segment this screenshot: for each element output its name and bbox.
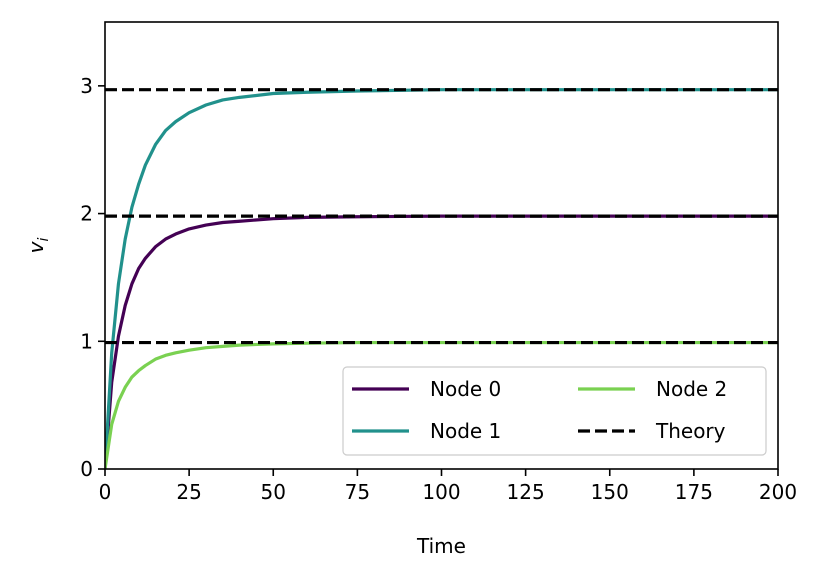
x-tick-label: 125 xyxy=(507,480,545,504)
x-tick-label: 75 xyxy=(345,480,370,504)
legend-label-node-2: Node 2 xyxy=(656,377,727,401)
legend-label-node-1: Node 1 xyxy=(430,419,501,443)
plot-series-group xyxy=(105,88,778,469)
y-tick-label: 2 xyxy=(80,202,93,226)
legend-label-theory: Theory xyxy=(655,419,726,443)
y-axis-label-subscript: i xyxy=(36,238,52,242)
y-axis-label-main: v xyxy=(24,240,48,253)
x-tick-label: 150 xyxy=(591,480,629,504)
y-tick-label: 0 xyxy=(80,457,93,481)
legend: Node 0 Node 1 Node 2 Theory xyxy=(342,366,767,456)
y-tick-label: 3 xyxy=(80,74,93,98)
x-tick-label: 0 xyxy=(99,480,112,504)
y-axis-label: vi xyxy=(24,238,52,254)
plot-area xyxy=(105,88,778,469)
legend-label-node-0: Node 0 xyxy=(430,377,501,401)
x-axis-label: Time xyxy=(416,534,466,558)
x-tick-label: 200 xyxy=(759,480,797,504)
x-tick-label: 25 xyxy=(176,480,201,504)
y-tick-label: 1 xyxy=(80,329,93,353)
x-tick-label: 175 xyxy=(675,480,713,504)
axes: 0 25 50 75 100 125 150 175 200 0 1 2 3 xyxy=(80,21,797,504)
x-tick-label: 50 xyxy=(261,480,286,504)
x-tick-label: 100 xyxy=(422,480,460,504)
legend-box xyxy=(342,366,767,456)
